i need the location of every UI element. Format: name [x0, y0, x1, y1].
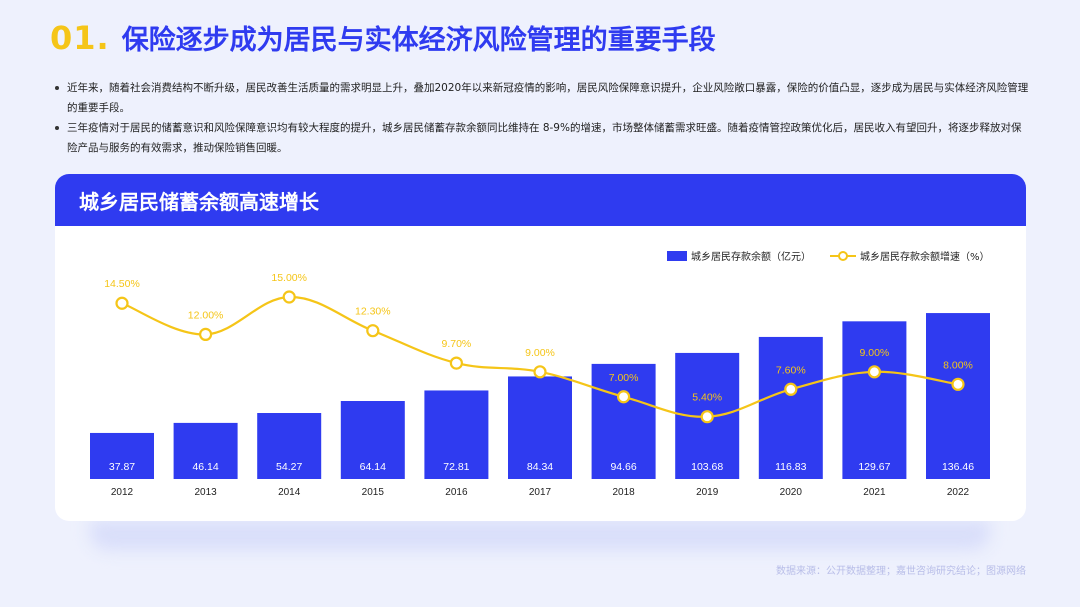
source-note: 数据来源：公开数据整理；嘉世咨询研究结论；图源网络	[776, 566, 1026, 577]
section-number: 01.	[50, 19, 110, 57]
page-header: 01. 保险逐步成为居民与实体经济风险管理的重要手段	[50, 18, 716, 57]
chart-title: 城乡居民储蓄余额高速增长	[79, 189, 319, 214]
bullet-item: 三年疫情对于居民的储蓄意识和风险保障意识均有较大程度的提升，城乡居民储蓄存款余额…	[55, 118, 1030, 158]
card-shadow	[90, 520, 990, 550]
chart-card-header: 城乡居民储蓄余额高速增长	[55, 174, 1026, 226]
bullet-list: 近年来，随着社会消费结构不断升级，居民改善生活质量的需求明显上升，叠加2020年…	[55, 78, 1030, 158]
bullet-item: 近年来，随着社会消费结构不断升级，居民改善生活质量的需求明显上升，叠加2020年…	[55, 78, 1030, 118]
page-title: 保险逐步成为居民与实体经济风险管理的重要手段	[121, 25, 716, 56]
chart-card: 城乡居民储蓄余额高速增长	[55, 174, 1026, 521]
